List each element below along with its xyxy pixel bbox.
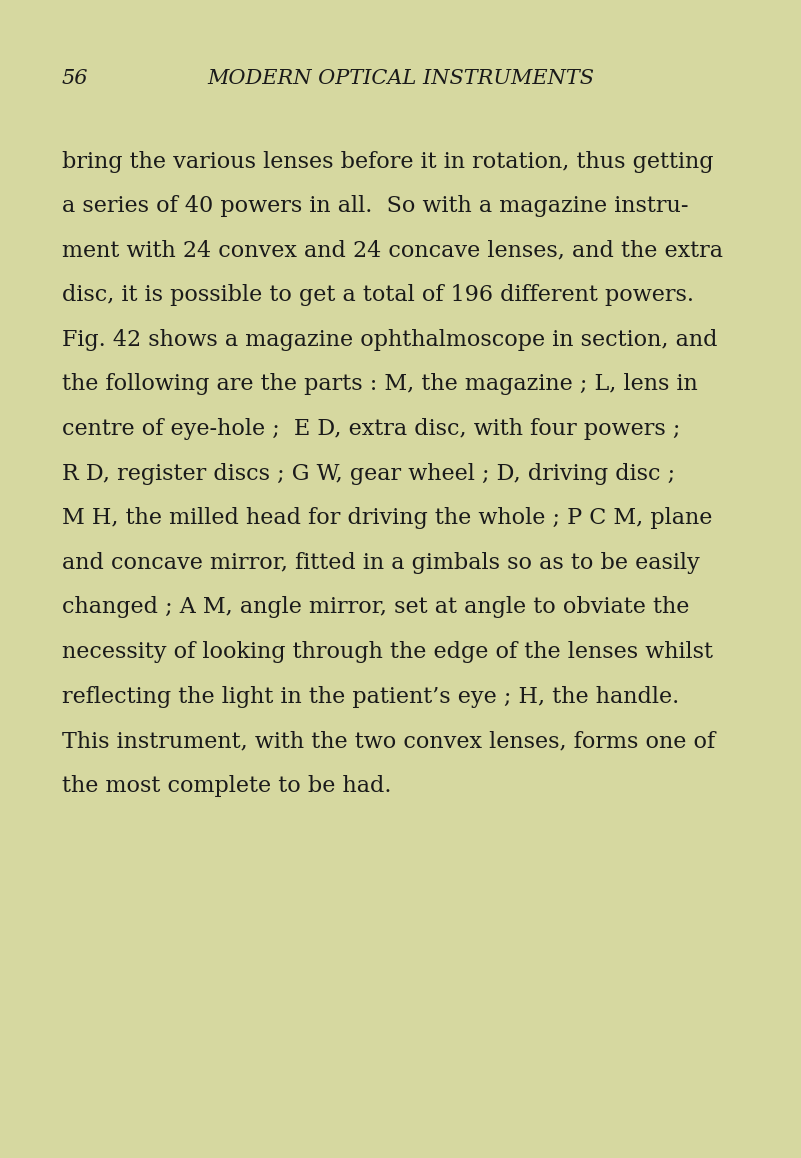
Text: MODERN OPTICAL INSTRUMENTS: MODERN OPTICAL INSTRUMENTS xyxy=(207,69,594,88)
Text: necessity of looking through the edge of the lenses whilst: necessity of looking through the edge of… xyxy=(62,642,713,662)
Text: bring the various lenses before it in rotation, thus getting: bring the various lenses before it in ro… xyxy=(62,151,713,173)
Text: This instrument, with the two convex lenses, forms one of: This instrument, with the two convex len… xyxy=(62,730,714,752)
Text: Fig. 42 shows a magazine ophthalmoscope in section, and: Fig. 42 shows a magazine ophthalmoscope … xyxy=(62,329,717,351)
Text: a series of 40 powers in all.  So with a magazine instru-: a series of 40 powers in all. So with a … xyxy=(62,195,688,217)
Text: reflecting the light in the patient’s eye ; H, the handle.: reflecting the light in the patient’s ey… xyxy=(62,686,679,708)
Text: the most complete to be had.: the most complete to be had. xyxy=(62,775,391,797)
Text: and concave mirror, fitted in a gimbals so as to be easily: and concave mirror, fitted in a gimbals … xyxy=(62,551,699,573)
Text: R D, register discs ; G W, gear wheel ; D, driving disc ;: R D, register discs ; G W, gear wheel ; … xyxy=(62,462,674,484)
Text: the following are the parts : M, the magazine ; L, lens in: the following are the parts : M, the mag… xyxy=(62,374,698,395)
Text: M H, the milled head for driving the whole ; P C M, plane: M H, the milled head for driving the who… xyxy=(62,507,712,529)
Text: 56: 56 xyxy=(62,69,88,88)
Text: centre of eye-hole ;  E D, extra disc, with four powers ;: centre of eye-hole ; E D, extra disc, wi… xyxy=(62,418,680,440)
Text: disc, it is possible to get a total of 196 different powers.: disc, it is possible to get a total of 1… xyxy=(62,285,694,306)
Text: ment with 24 convex and 24 concave lenses, and the extra: ment with 24 convex and 24 concave lense… xyxy=(62,240,723,262)
Text: changed ; A M, angle mirror, set at angle to obviate the: changed ; A M, angle mirror, set at angl… xyxy=(62,596,689,618)
